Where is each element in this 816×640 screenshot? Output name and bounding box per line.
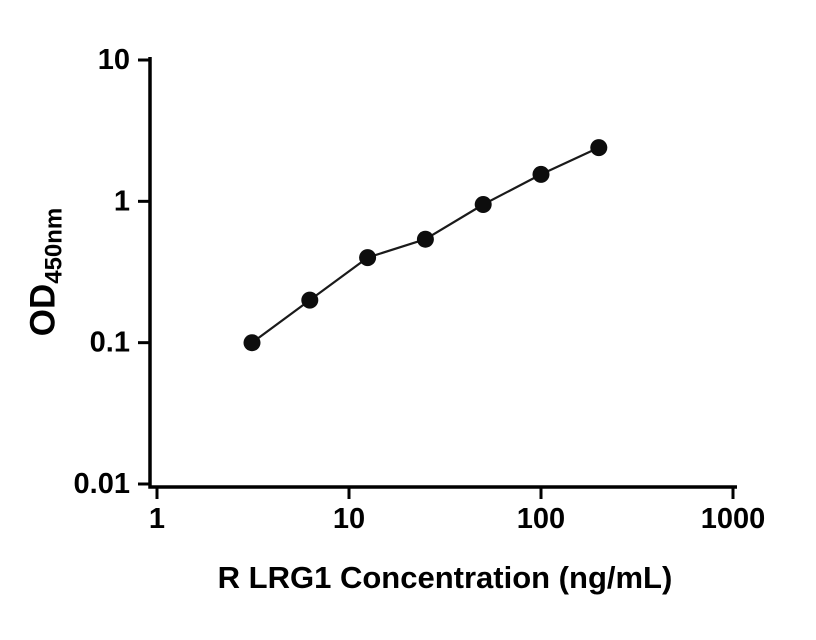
y-axis-tick-label: 1 [114,185,130,217]
data-point [243,334,261,352]
x-axis-tick-label: 10 [333,503,365,535]
y-axis-title-main: OD [23,283,63,337]
x-axis-tick-label: 1000 [701,503,766,535]
data-point [416,230,434,248]
data-point [532,165,550,183]
data-point [590,139,608,157]
x-axis-tick-label: 100 [517,503,565,535]
data-point [359,249,377,267]
y-axis-title-subscript: 450nm [40,207,68,284]
y-axis-title: OD450nm [24,208,69,337]
y-axis-tick-label: 0.1 [90,327,130,359]
data-point [474,196,492,213]
x-axis-tick-label: 1 [149,503,165,535]
data-point [301,291,319,309]
x-axis-title: R LRG1 Concentration (ng/mL) [217,560,673,595]
y-axis-tick-label: 0.01 [74,468,130,500]
axis-spines [148,57,737,489]
y-axis-tick-label: 10 [98,44,130,76]
